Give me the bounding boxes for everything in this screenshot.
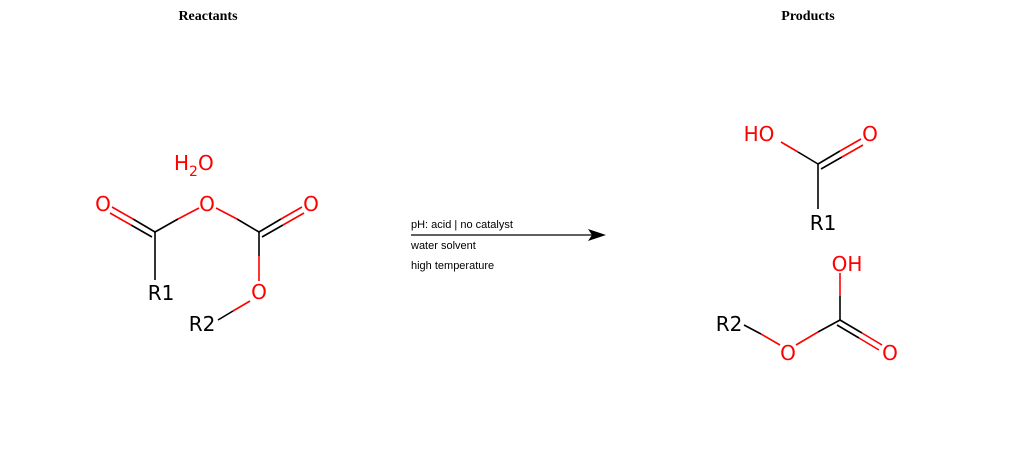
r2-group: R2 — [189, 312, 216, 336]
condition-temperature: high temperature — [411, 260, 495, 272]
product-carbonic-monoester — [743, 273, 883, 351]
bridging-oxygen: O — [199, 192, 215, 216]
water-label: H2O — [174, 151, 214, 180]
products-heading: Products — [781, 9, 835, 24]
carbonyl-oxygen-left: O — [95, 192, 111, 216]
carbonate-ester-oxygen: O — [780, 341, 796, 365]
carbonate-r2-group: R2 — [716, 312, 743, 336]
r1-group: R1 — [148, 281, 175, 305]
carbonyl-oxygen-right: O — [303, 192, 319, 216]
condition-ph-catalyst: pH: acid | no catalyst — [411, 219, 513, 231]
acid-r1-group: R1 — [810, 211, 837, 235]
acid-carbonyl-oxygen: O — [862, 122, 878, 146]
acid-atom-labels: HO O R1 — [744, 122, 878, 235]
ester-oxygen: O — [251, 280, 267, 304]
acid-hydroxyl: HO — [744, 122, 775, 146]
reaction-arrow — [411, 229, 606, 241]
carbonate-carbonyl-oxygen: O — [882, 341, 898, 365]
condition-solvent: water solvent — [411, 240, 476, 252]
reactant-molecule — [109, 206, 305, 321]
reactants-heading: Reactants — [178, 9, 238, 24]
carbonate-atom-labels: OH O O R2 — [716, 252, 898, 365]
product-carboxylic-acid — [780, 138, 864, 209]
carbonate-hydroxyl: OH — [832, 252, 863, 276]
reactant-atom-labels: H2O O O O O R1 R2 — [95, 151, 319, 336]
